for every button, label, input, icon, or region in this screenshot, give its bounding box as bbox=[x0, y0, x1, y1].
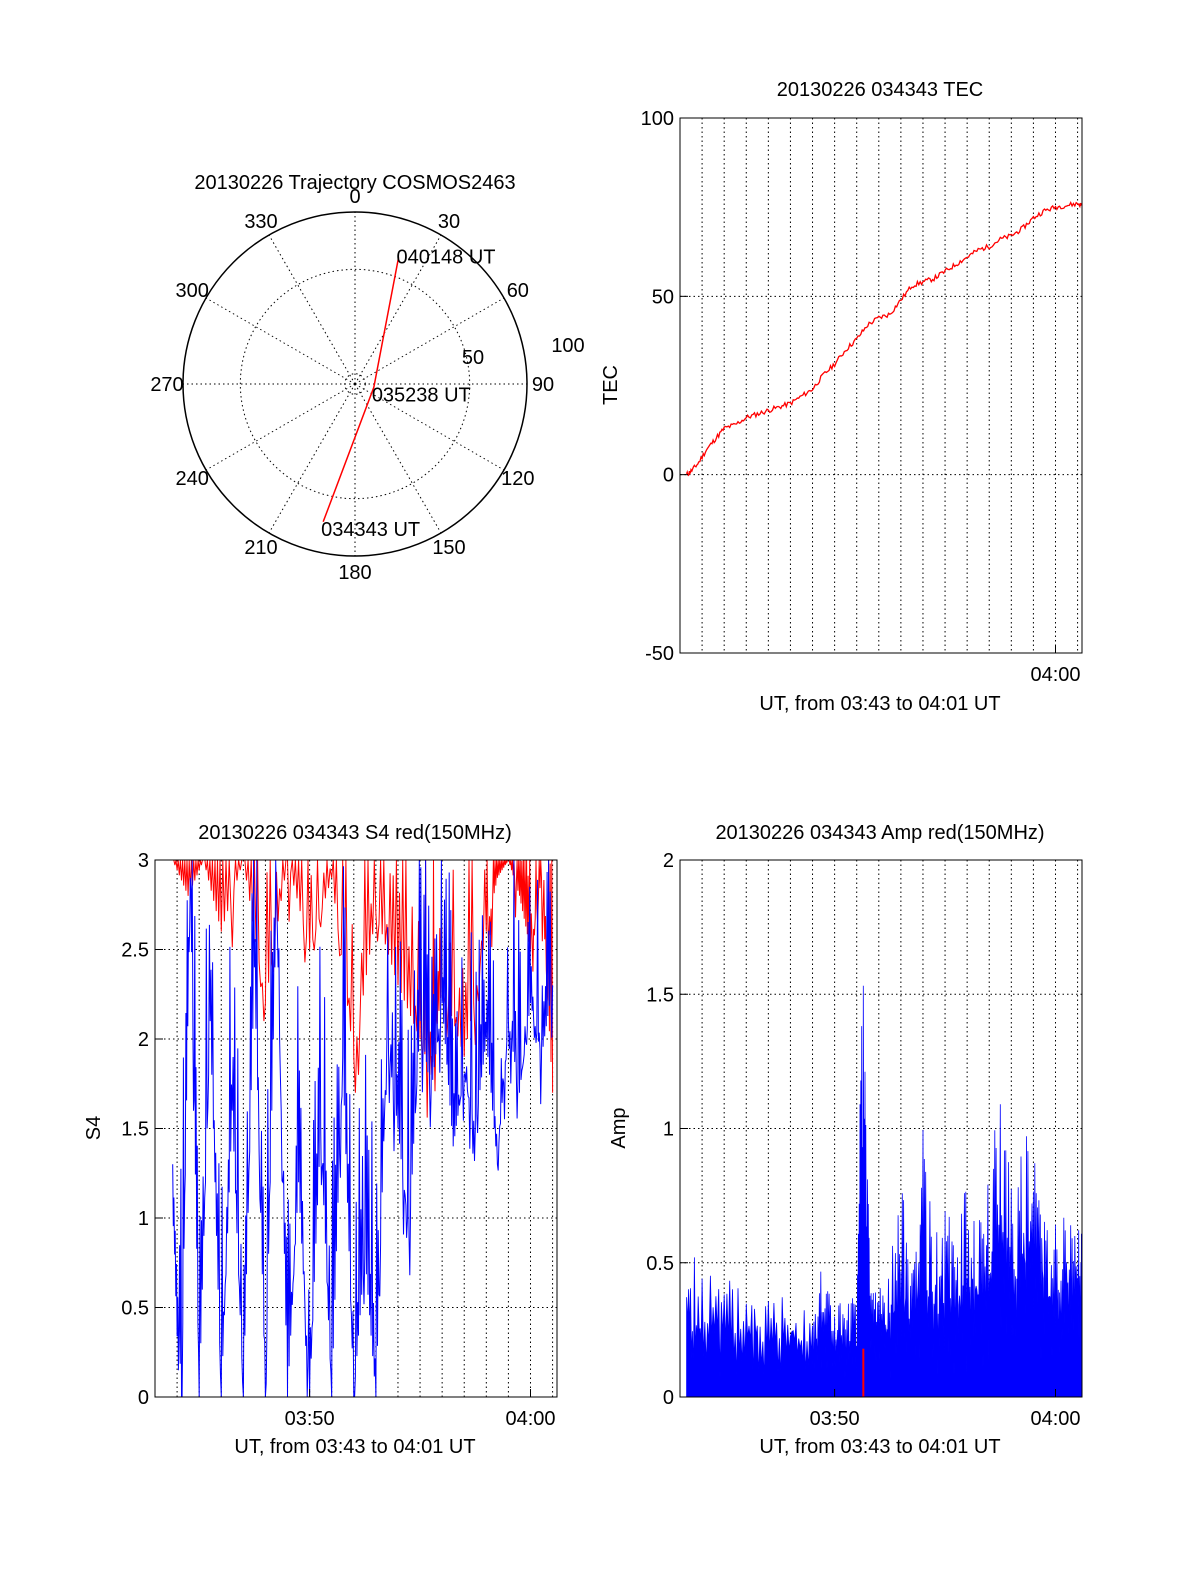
y-tick-label: 2 bbox=[138, 1029, 149, 1051]
amp-blue-area bbox=[686, 985, 1083, 1398]
s4-x-ticks: 03:50 04:00 bbox=[285, 1389, 556, 1430]
x-tick-label: 04:00 bbox=[1030, 1408, 1080, 1430]
amp-series bbox=[686, 985, 1083, 1398]
x-tick-label: 04:00 bbox=[505, 1408, 555, 1430]
polar-angle-tick-label: 330 bbox=[244, 211, 277, 233]
amp-panel: 20130226 034343 Amp red(150MHz) 2 1.5 1 0.5… bbox=[608, 822, 1083, 1458]
y-tick-label: 1.5 bbox=[646, 984, 674, 1006]
s4-red-line bbox=[172, 859, 554, 1118]
tec-line bbox=[685, 201, 1083, 477]
tec-panel: 20130226 034343 TEC 100 50 0 -50 04:00 UT, … bbox=[600, 79, 1083, 715]
y-tick-label: 50 bbox=[652, 286, 674, 308]
polar-angle-tick-label: 240 bbox=[175, 468, 208, 490]
trajectory-polar-panel: 20130226 Trajectory COSMOS2463 0 30 60 90 12… bbox=[150, 172, 584, 584]
y-tick-label: 0 bbox=[138, 1387, 149, 1409]
x-tick-label: 04:00 bbox=[1030, 664, 1080, 686]
amp-title: 20130226 034343 Amp red(150MHz) bbox=[715, 822, 1044, 844]
s4-y-label: S4 bbox=[83, 1116, 105, 1140]
polar-spoke bbox=[268, 234, 356, 385]
polar-spoke bbox=[205, 297, 356, 385]
y-tick-label: 3 bbox=[138, 850, 149, 872]
polar-angle-tick-label: 0 bbox=[349, 186, 360, 208]
s4-series bbox=[172, 859, 554, 1398]
polar-angle-ticks: 0 30 60 90 120 150 180 210 240 270 300 330 bbox=[150, 186, 554, 584]
amp-y-ticks: 2 1.5 1 0.5 0 bbox=[646, 850, 688, 1409]
y-tick-label: 2.5 bbox=[121, 940, 149, 962]
polar-spoke bbox=[205, 383, 356, 471]
x-tick-label: 03:50 bbox=[285, 1408, 335, 1430]
amp-y-label: Amp bbox=[608, 1107, 630, 1148]
polar-angle-tick-label: 30 bbox=[438, 211, 460, 233]
trajectory-annotations: 034343 UT 035238 UT 040148 UT bbox=[321, 247, 495, 541]
polar-spoke bbox=[354, 297, 505, 385]
tec-x-ticks: 04:00 bbox=[1030, 645, 1081, 686]
polar-spoke bbox=[268, 383, 356, 534]
tec-series bbox=[685, 201, 1083, 477]
y-tick-label: 2 bbox=[663, 850, 674, 872]
trajectory-time-label: 034343 UT bbox=[321, 519, 420, 541]
y-tick-label: 1 bbox=[663, 1119, 674, 1141]
trajectory-line bbox=[322, 257, 400, 523]
tec-plot-frame bbox=[679, 117, 1083, 654]
polar-angle-tick-label: 90 bbox=[532, 374, 554, 396]
trajectory-title: 20130226 Trajectory COSMOS2463 bbox=[194, 172, 515, 194]
y-tick-label: 0 bbox=[663, 465, 674, 487]
x-tick-label: 03:50 bbox=[810, 1408, 860, 1430]
tec-x-label: UT, from 03:43 to 04:01 UT bbox=[759, 693, 1000, 715]
polar-grid bbox=[182, 211, 528, 557]
s4-blue-line bbox=[172, 859, 554, 1398]
s4-panel: 20130226 034343 S4 red(150MHz) 3 2.5 2 1.5 1… bbox=[83, 822, 558, 1458]
polar-radius-ticks: 50 100 bbox=[462, 335, 585, 369]
s4-y-ticks: 3 2.5 2 1.5 1 0.5 0 bbox=[121, 850, 163, 1409]
polar-radius-tick-label: 100 bbox=[551, 335, 584, 357]
polar-spoke bbox=[354, 383, 442, 534]
y-tick-label: 1.5 bbox=[121, 1119, 149, 1141]
s4-title: 20130226 034343 S4 red(150MHz) bbox=[198, 822, 512, 844]
tec-y-label: TEC bbox=[600, 365, 622, 405]
trajectory-series bbox=[322, 257, 400, 523]
y-tick-label: 0.5 bbox=[121, 1298, 149, 1320]
polar-angle-tick-label: 120 bbox=[501, 468, 534, 490]
trajectory-time-label: 035238 UT bbox=[372, 384, 471, 406]
polar-angle-tick-label: 270 bbox=[150, 374, 183, 396]
tec-y-ticks: 100 50 0 -50 bbox=[641, 108, 688, 665]
polar-angle-tick-label: 210 bbox=[244, 537, 277, 559]
trajectory-time-label: 040148 UT bbox=[397, 247, 496, 269]
polar-spoke bbox=[354, 234, 442, 385]
y-tick-label: 0.5 bbox=[646, 1253, 674, 1275]
tec-title: 20130226 034343 TEC bbox=[777, 79, 983, 101]
tec-grid bbox=[680, 118, 1082, 653]
amp-x-label: UT, from 03:43 to 04:01 UT bbox=[759, 1436, 1000, 1458]
polar-radius-tick-label: 50 bbox=[462, 347, 484, 369]
polar-angle-tick-label: 180 bbox=[338, 562, 371, 584]
s4-x-label: UT, from 03:43 to 04:01 UT bbox=[234, 1436, 475, 1458]
polar-angle-tick-label: 60 bbox=[507, 280, 529, 302]
polar-angle-tick-label: 300 bbox=[175, 280, 208, 302]
y-tick-label: 0 bbox=[663, 1387, 674, 1409]
polar-spoke bbox=[354, 383, 505, 471]
y-tick-label: -50 bbox=[645, 643, 674, 665]
polar-angle-tick-label: 150 bbox=[432, 537, 465, 559]
y-tick-label: 100 bbox=[641, 108, 674, 130]
amp-x-ticks: 03:50 04:00 bbox=[810, 1389, 1081, 1430]
y-tick-label: 1 bbox=[138, 1208, 149, 1230]
